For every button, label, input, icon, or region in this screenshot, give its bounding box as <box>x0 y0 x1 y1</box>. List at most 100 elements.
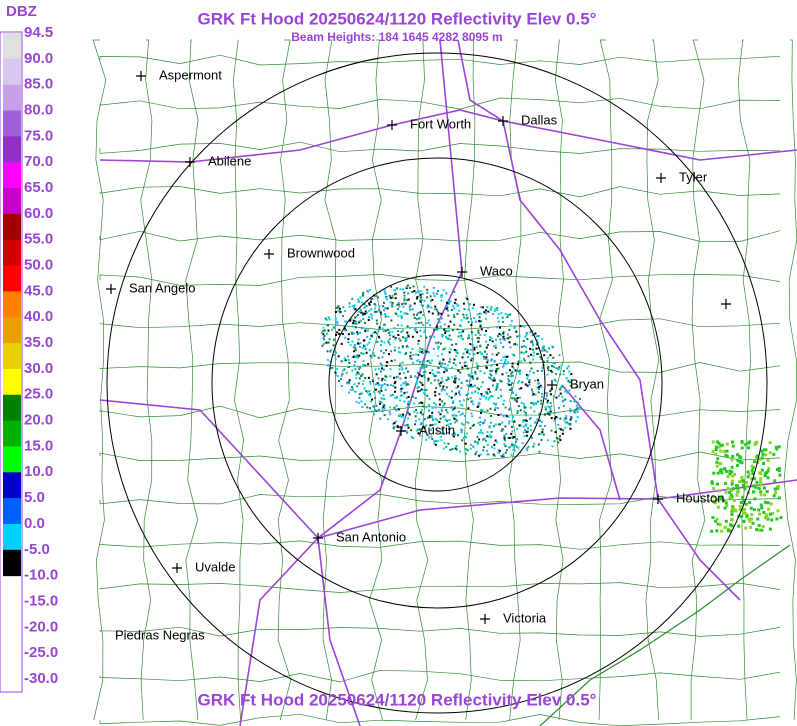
echo-pixel <box>515 393 517 396</box>
echo-pixel <box>369 338 372 341</box>
echo-pixel <box>716 505 720 509</box>
echo-pixel <box>490 415 492 417</box>
echo-pixel <box>397 351 400 354</box>
echo-pixel <box>441 353 443 356</box>
echo-pixel <box>437 312 440 315</box>
echo-pixel <box>382 404 385 407</box>
echo-pixel <box>493 360 496 363</box>
echo-pixel <box>511 382 514 385</box>
highway <box>457 39 659 500</box>
echo-pixel <box>454 406 456 409</box>
echo-pixel <box>378 305 381 308</box>
echo-pixel <box>397 346 400 349</box>
echo-pixel <box>730 470 734 474</box>
echo-pixel <box>376 296 379 299</box>
echo-pixel <box>378 309 380 312</box>
echo-pixel <box>536 370 539 372</box>
echo-pixel <box>343 329 346 332</box>
echo-pixel <box>448 428 451 430</box>
echo-pixel <box>383 301 385 304</box>
echo-pixel <box>554 431 557 434</box>
echo-pixel <box>462 352 465 355</box>
echo-pixel <box>711 516 715 519</box>
echo-pixel <box>416 371 419 374</box>
echo-pixel <box>414 415 417 418</box>
echo-pixel <box>475 320 477 323</box>
echo-pixel <box>364 364 367 367</box>
echo-pixel <box>488 425 491 428</box>
echo-pixel <box>384 378 387 381</box>
city-marker <box>106 284 116 294</box>
echo-pixel <box>728 496 732 500</box>
echo-pixel <box>340 374 343 377</box>
echo-pixel <box>547 412 550 415</box>
echo-pixel <box>453 315 456 318</box>
echo-pixel <box>463 308 466 311</box>
echo-pixel <box>381 410 384 413</box>
echo-pixel <box>492 384 495 387</box>
echo-pixel <box>479 312 482 315</box>
echo-pixel <box>331 328 333 331</box>
echo-pixel <box>354 326 357 329</box>
echo-pixel <box>419 311 422 314</box>
echo-pixel <box>409 356 412 359</box>
echo-pixel <box>505 415 508 418</box>
echo-pixel <box>487 388 490 391</box>
echo-pixel <box>467 334 470 337</box>
echo-pixel <box>341 372 344 375</box>
echo-pixel <box>373 413 376 416</box>
echo-pixel <box>774 491 777 495</box>
echo-pixel <box>405 287 408 289</box>
echo-pixel <box>546 405 549 408</box>
echo-pixel <box>482 438 485 441</box>
echo-pixel <box>466 421 469 424</box>
echo-pixel <box>393 359 396 362</box>
echo-pixel <box>730 458 734 462</box>
city-label: Austin <box>419 422 455 437</box>
echo-pixel <box>465 313 468 316</box>
echo-pixel <box>370 308 373 311</box>
echo-pixel <box>383 407 386 410</box>
echo-pixel <box>492 453 495 456</box>
echo-pixel <box>525 413 528 416</box>
subtitle: Beam Heights: 184 1645 4282 8095 m <box>291 30 502 44</box>
echo-pixel <box>412 361 415 364</box>
echo-pixel <box>497 451 500 454</box>
echo-pixel <box>434 418 437 421</box>
echo-pixel <box>483 311 486 314</box>
echo-pixel <box>366 336 369 338</box>
echo-pixel <box>431 411 434 414</box>
echo-pixel <box>507 355 510 358</box>
echo-pixel <box>481 409 484 412</box>
echo-pixel <box>474 390 477 393</box>
echo-pixel <box>478 312 481 315</box>
echo-pixel <box>481 306 484 309</box>
echo-pixel <box>757 524 761 527</box>
legend-swatch <box>3 84 21 112</box>
echo-pixel <box>731 474 735 478</box>
echo-pixel <box>370 298 372 301</box>
echo-pixel <box>395 409 398 412</box>
echo-pixel <box>770 518 774 522</box>
echo-pixel <box>371 398 374 401</box>
echo-pixel <box>559 392 562 395</box>
echo-pixel <box>730 465 734 469</box>
echo-pixel <box>354 347 357 350</box>
echo-pixel <box>402 413 405 416</box>
echo-pixel <box>486 453 489 456</box>
county-line <box>99 230 781 242</box>
echo-pixel <box>502 330 505 333</box>
echo-pixel <box>387 332 390 334</box>
echo-pixel <box>442 358 445 361</box>
echo-pixel <box>540 369 543 372</box>
echo-pixel <box>343 327 346 330</box>
echo-pixel <box>541 392 544 395</box>
echo-pixel <box>763 486 766 490</box>
echo-pixel <box>411 308 414 311</box>
echo-pixel <box>377 377 380 380</box>
city-label: Piedras Negras <box>115 627 205 642</box>
echo-pixel <box>407 417 410 420</box>
echo-pixel <box>387 315 390 318</box>
echo-pixel <box>489 390 492 393</box>
county-line <box>99 451 781 462</box>
